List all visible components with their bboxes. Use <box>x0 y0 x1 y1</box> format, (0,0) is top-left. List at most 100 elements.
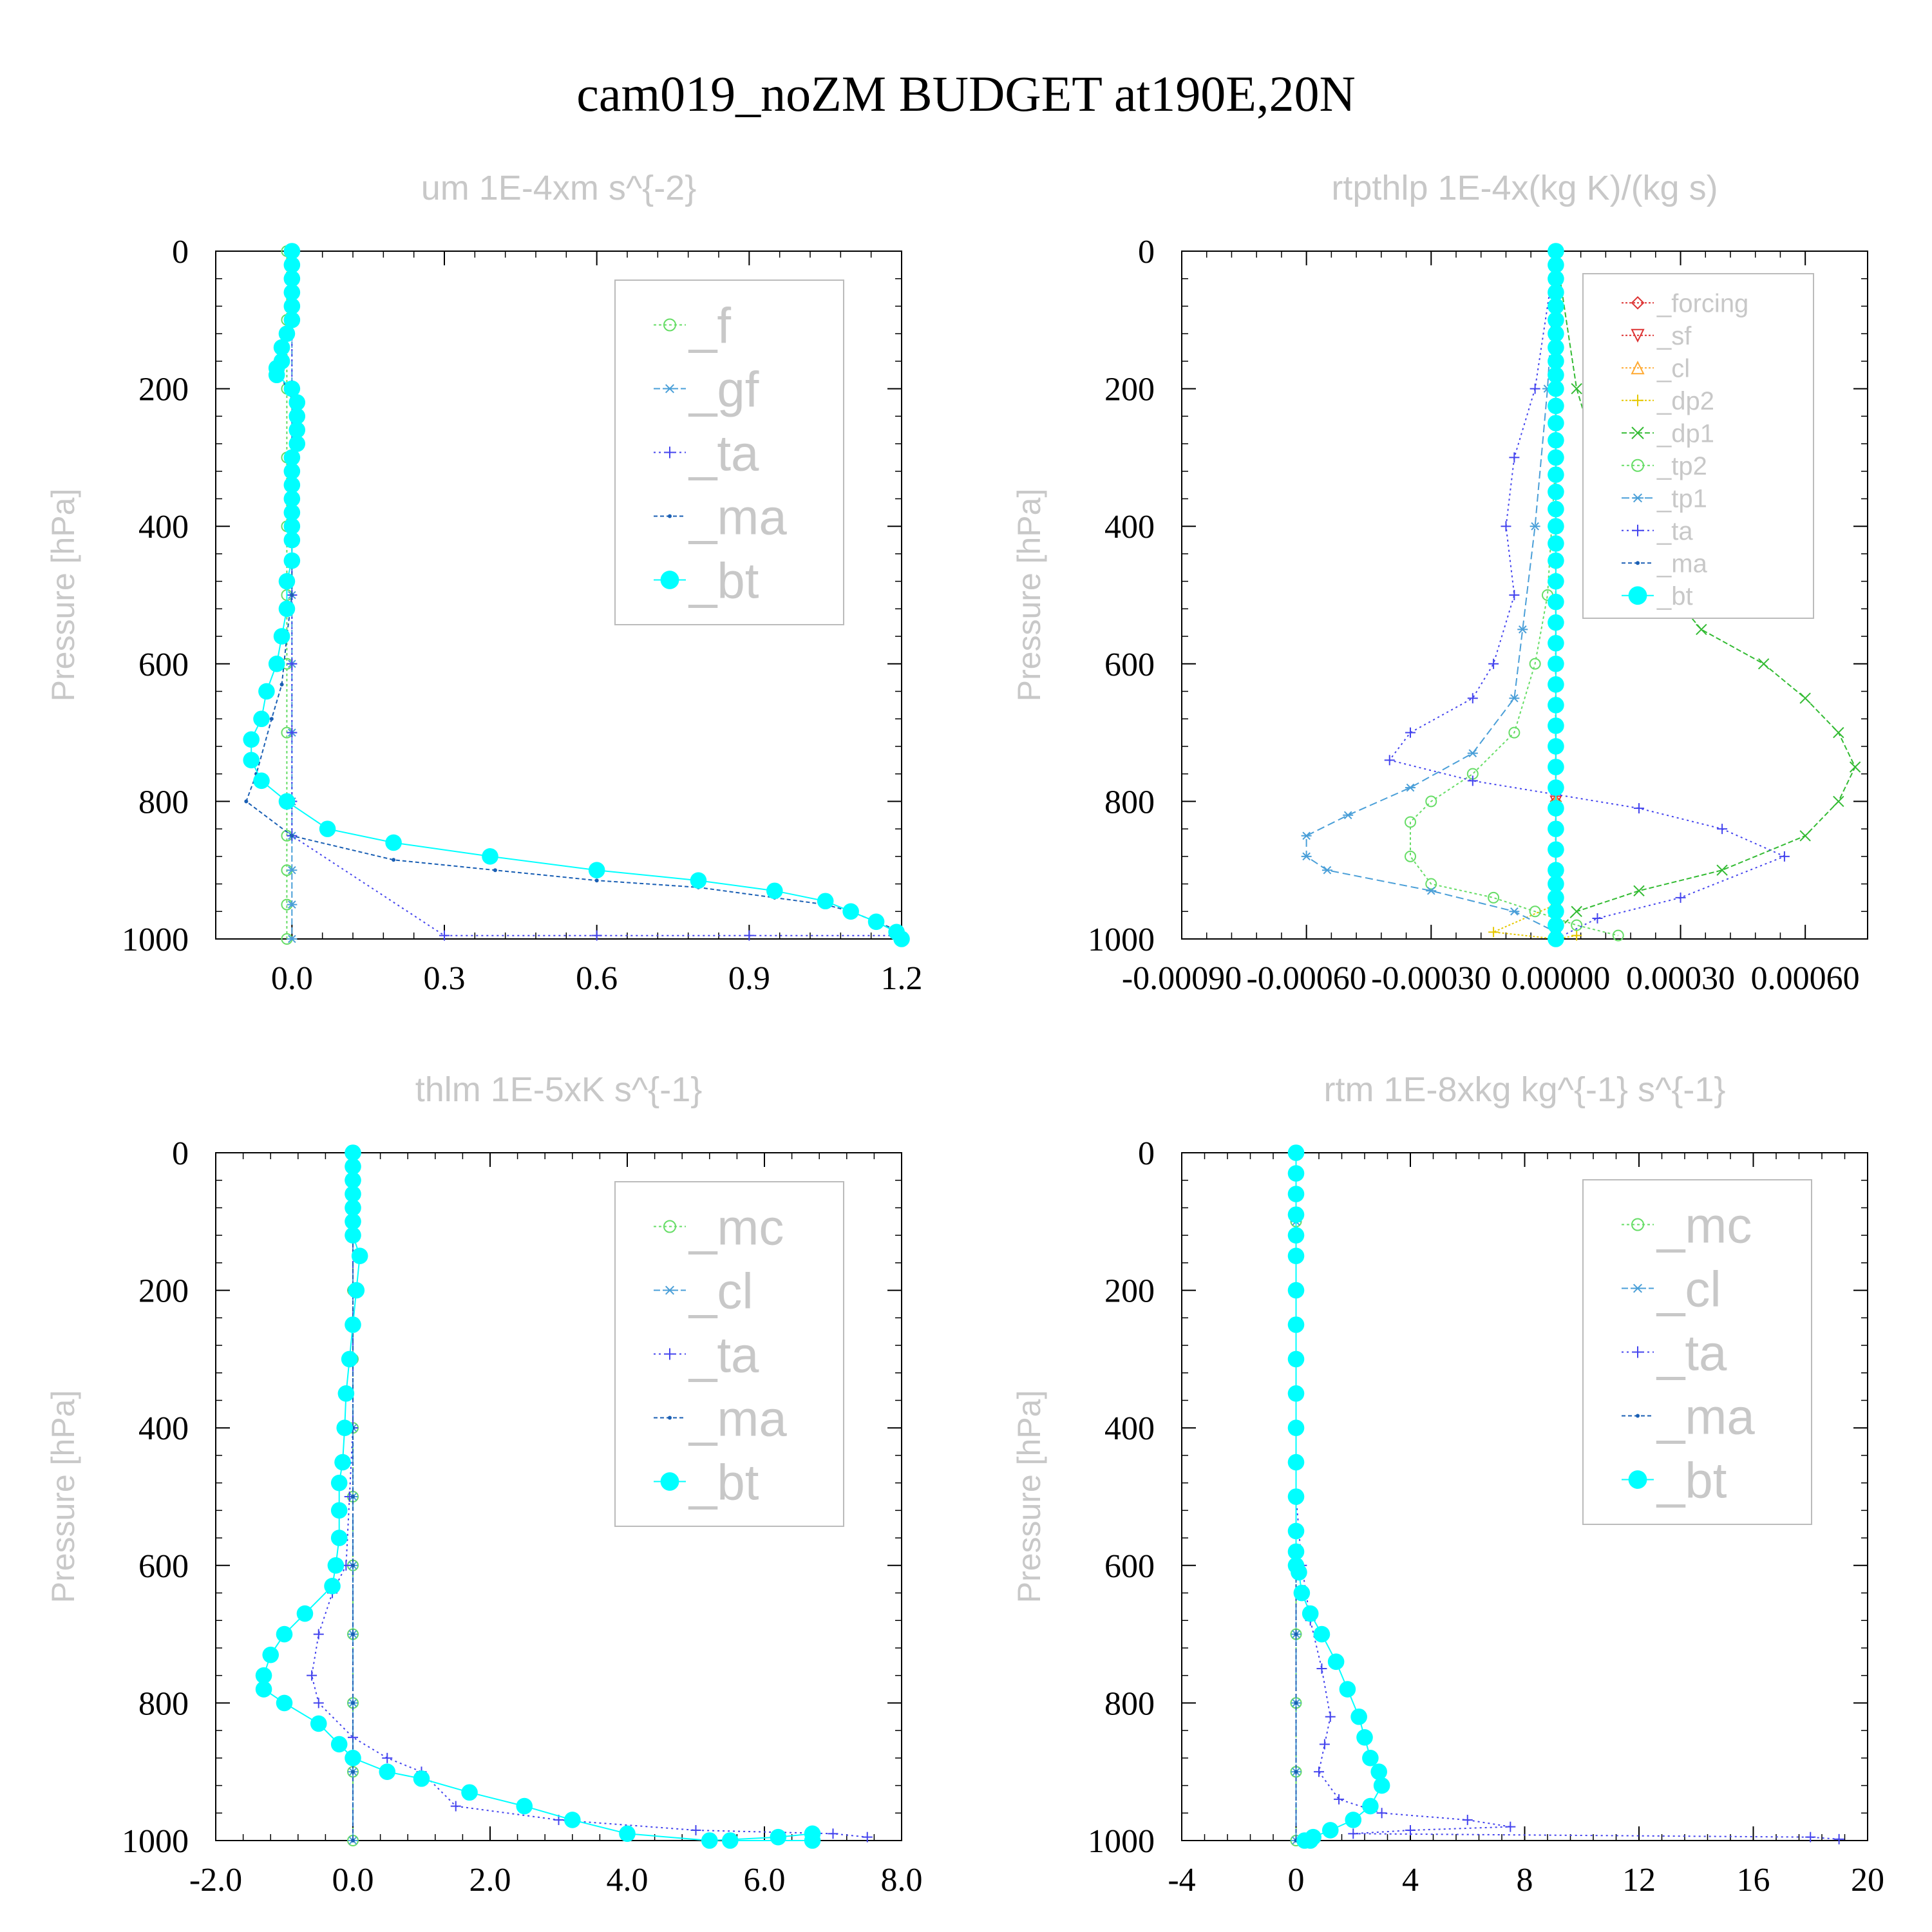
series-bt-marker <box>341 1350 358 1368</box>
series-bt-marker <box>1302 1832 1319 1849</box>
series-bt-marker <box>262 1646 279 1663</box>
series-bt-marker <box>482 848 498 865</box>
series-bt-marker <box>1548 889 1564 906</box>
series-tp1-marker <box>1426 886 1435 895</box>
series-bt-marker <box>1548 697 1564 714</box>
series-dp1-marker <box>1571 383 1582 395</box>
series-tp1-marker <box>1468 749 1477 757</box>
y-axis-label: Pressure [hPa] <box>45 489 81 702</box>
series-dp1-marker <box>1833 795 1844 808</box>
y-tick-label: 0 <box>1138 234 1155 270</box>
series-bt-marker <box>268 366 285 384</box>
series-bt-marker <box>253 772 270 790</box>
series-bt-marker <box>289 421 306 439</box>
series-bt-marker <box>1548 366 1564 384</box>
legend-label: _ta <box>688 1327 759 1383</box>
series-bt-marker <box>268 656 285 672</box>
series-bt-marker <box>296 1605 314 1622</box>
series-bt-marker <box>345 1213 361 1230</box>
legend-label: _ta <box>1656 1325 1727 1381</box>
series-ma-marker <box>290 833 294 838</box>
panels: um 1E-4xm s^{-2}Pressure [hPa]0200400600… <box>45 169 1884 1899</box>
series-dp1-marker <box>1633 885 1645 896</box>
series-bt-marker <box>1287 1227 1305 1244</box>
y-tick-label: 400 <box>1104 509 1155 545</box>
series-bt-marker <box>1287 1350 1305 1368</box>
x-tick-label: 4 <box>1402 1862 1419 1899</box>
legend-label: _ma <box>1656 1388 1755 1445</box>
series-bt-marker <box>690 872 707 889</box>
series-bt-marker <box>1548 614 1564 631</box>
series-dp1-marker <box>1849 761 1861 773</box>
x-tick-label: 0.9 <box>728 960 770 997</box>
legend-label: _ta <box>688 425 759 482</box>
series-bt-marker <box>1327 1653 1345 1671</box>
series-bt-marker <box>1287 1522 1305 1540</box>
series-group <box>1287 1144 1844 1849</box>
series-bt-marker <box>1291 1564 1307 1581</box>
series-bt-marker <box>283 298 301 315</box>
series-bt-marker <box>564 1812 581 1828</box>
series-ma-marker <box>1294 1632 1298 1636</box>
x-tick-label: 0.3 <box>424 960 466 997</box>
legend-marker <box>1636 1414 1640 1418</box>
legend-marker <box>665 384 675 393</box>
y-tick-label: 200 <box>1104 1273 1155 1310</box>
series-dp1-marker <box>1799 692 1811 704</box>
series-bt-marker <box>1548 656 1564 672</box>
y-axis-label: Pressure [hPa] <box>45 1390 81 1604</box>
series-bt-marker <box>278 793 296 810</box>
panel-4: rtm 1E-8xkg kg^{-1} s^{-1} Pressure [hPa]… <box>1011 1070 1884 1899</box>
legend-marker <box>660 1472 679 1491</box>
series-bt-marker <box>1548 518 1564 535</box>
y-tick-label: 1000 <box>1088 922 1155 958</box>
series-ma-marker <box>1294 1701 1298 1705</box>
series-tp1-marker <box>1510 694 1519 703</box>
series-dp1-marker <box>1799 830 1811 842</box>
series-tp2-marker <box>1405 850 1416 862</box>
y-tick-label: 800 <box>138 1685 189 1722</box>
x-tick-label: 8.0 <box>881 1862 923 1899</box>
legend-label: _bt <box>1656 1452 1727 1509</box>
series-bt-marker <box>893 931 910 947</box>
legend: _forcing _sf _cl _dp2 _dp1 _tp2 _tp1 _ta _ma _bt <box>1582 273 1814 619</box>
y-tick-label: 200 <box>1104 372 1155 408</box>
y-tick-label: 0 <box>172 234 189 270</box>
x-tick-label: 0.00030 <box>1626 960 1735 997</box>
series-bt-marker <box>330 1530 348 1546</box>
series-bt-marker <box>1548 573 1564 590</box>
series-bt-marker <box>385 834 402 851</box>
x-tick-label: -0.00060 <box>1246 960 1366 997</box>
series-bt-marker <box>1548 903 1564 920</box>
series-bt-marker <box>255 1681 272 1698</box>
series-bt-marker <box>588 862 605 878</box>
series-bt-marker <box>345 1750 361 1766</box>
legend-box <box>614 279 844 625</box>
series-bt-marker <box>283 531 301 549</box>
x-tick-label: 12 <box>1622 1862 1656 1899</box>
y-tick-label: 600 <box>1104 1548 1155 1585</box>
series-bt-marker <box>278 573 296 590</box>
series-ma-marker <box>351 1632 355 1636</box>
legend-marker <box>1631 426 1644 439</box>
series-bt-marker <box>1548 800 1564 817</box>
series-ma-marker <box>493 868 497 873</box>
legend-marker <box>668 1416 672 1420</box>
series-ma-marker <box>351 1770 355 1774</box>
x-tick-label: -0.00030 <box>1371 960 1491 997</box>
series-bt-marker <box>283 518 301 535</box>
series-tp2-marker <box>1571 919 1583 931</box>
series-bt-marker <box>1293 1584 1311 1602</box>
x-tick-label: 0.00000 <box>1501 960 1610 997</box>
series-bt-marker <box>1548 862 1564 878</box>
series-tp1-marker <box>1302 852 1311 861</box>
plot-frame <box>215 251 902 940</box>
series-bt-marker <box>330 1736 348 1753</box>
series-ma-marker <box>351 1701 355 1705</box>
series-bt-marker <box>1548 466 1564 483</box>
y-tick-label: 200 <box>138 1273 189 1310</box>
y-tick-label: 1000 <box>122 922 189 958</box>
series-bt-marker <box>1370 1763 1387 1780</box>
legend-marker <box>1631 459 1644 472</box>
legend-marker <box>1631 328 1645 343</box>
